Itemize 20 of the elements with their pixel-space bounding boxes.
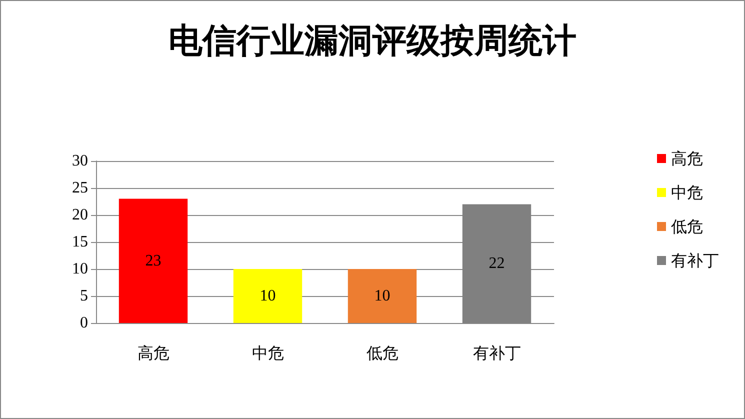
- y-tick-label: 0: [80, 314, 88, 332]
- y-tick-label: 20: [72, 206, 88, 224]
- y-tick-label: 30: [72, 152, 88, 170]
- y-tick-label: 10: [72, 260, 88, 278]
- x-tick-label: 高危: [137, 344, 170, 362]
- data-label: 10: [260, 288, 276, 304]
- data-label: 10: [374, 288, 390, 304]
- x-tick-label: 中危: [252, 344, 284, 362]
- legend-label: 低危: [671, 217, 703, 236]
- x-tick-label: 有补丁: [472, 344, 521, 362]
- data-label: 22: [488, 255, 505, 272]
- chart-title: 电信行业漏洞评级按周统计: [168, 21, 576, 61]
- y-tick-label: 25: [72, 180, 88, 196]
- legend-label: 中危: [671, 183, 703, 202]
- y-tick-label: 15: [72, 234, 88, 250]
- legend-label: 有补丁: [671, 251, 719, 270]
- data-label: 23: [145, 252, 162, 270]
- legend-label: 高危: [671, 149, 703, 168]
- x-tick-label: 低危: [366, 344, 398, 362]
- y-tick-label: 5: [80, 288, 88, 304]
